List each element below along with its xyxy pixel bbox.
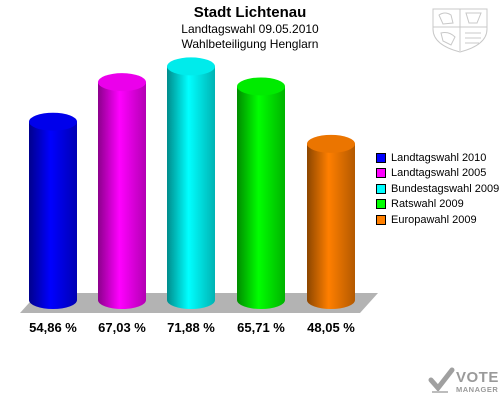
value-label-1: 54,86 %	[29, 320, 77, 335]
bar-top	[307, 134, 355, 153]
value-label-3: 71,88 %	[167, 320, 215, 335]
legend-item: Europawahl 2009	[376, 212, 499, 228]
legend-label: Landtagswahl 2010	[391, 151, 487, 164]
chart-subtitle-turnout: Wahlbeteiligung Henglarn	[181, 37, 319, 51]
bar-2	[98, 73, 146, 309]
legend-label: Ratswahl 2009	[391, 198, 464, 211]
bar-body	[167, 66, 215, 309]
bar-body	[307, 143, 355, 309]
bar-top	[29, 112, 77, 131]
legend-label: Europawahl 2009	[391, 213, 477, 226]
value-label-4: 65,71 %	[237, 320, 285, 335]
legend-item: Landtagswahl 2005	[376, 166, 499, 182]
coat-of-arms-icon	[432, 8, 488, 53]
bar-top	[167, 57, 215, 76]
bar-body	[237, 86, 285, 309]
bar-body	[29, 121, 77, 309]
legend-swatch	[376, 183, 386, 194]
legend-swatch	[376, 168, 386, 179]
chart-header: Stadt Lichtenau Landtagswahl 09.05.2010 …	[0, 4, 500, 52]
legend-item: Landtagswahl 2010	[376, 150, 499, 166]
value-label-2: 67,03 %	[98, 320, 146, 335]
watermark-vote-text: VOTE	[456, 369, 499, 386]
chart-subtitle-election: Landtagswahl 09.05.2010	[181, 22, 319, 36]
watermark-manager-text: MANAGER	[456, 385, 499, 394]
bar-3	[167, 57, 215, 309]
bars-layer	[29, 57, 355, 309]
legend-item: Ratswahl 2009	[376, 197, 499, 213]
bar-body	[98, 82, 146, 309]
bar-5	[307, 134, 355, 309]
bar-1	[29, 112, 77, 309]
bar-top	[98, 73, 146, 92]
value-labels-layer: 54,86 % 67,03 % 71,88 % 65,71 % 48,05 %	[29, 320, 355, 335]
value-label-5: 48,05 %	[307, 320, 355, 335]
chart-title: Stadt Lichtenau	[193, 4, 307, 21]
bar-4	[237, 77, 285, 309]
legend-swatch	[376, 152, 386, 163]
bar-top	[237, 77, 285, 96]
legend-item: Bundestagswahl 2009	[376, 181, 499, 197]
vote-manager-watermark: VOTE MANAGER	[428, 366, 498, 396]
legend-label: Bundestagswahl 2009	[391, 182, 500, 195]
check-mark-icon	[428, 367, 455, 393]
legend-swatch	[376, 214, 386, 225]
chart-legend: Landtagswahl 2010 Landtagswahl 2005 Bundes…	[376, 150, 499, 228]
legend-label: Landtagswahl 2005	[391, 167, 487, 180]
legend-swatch	[376, 199, 386, 210]
